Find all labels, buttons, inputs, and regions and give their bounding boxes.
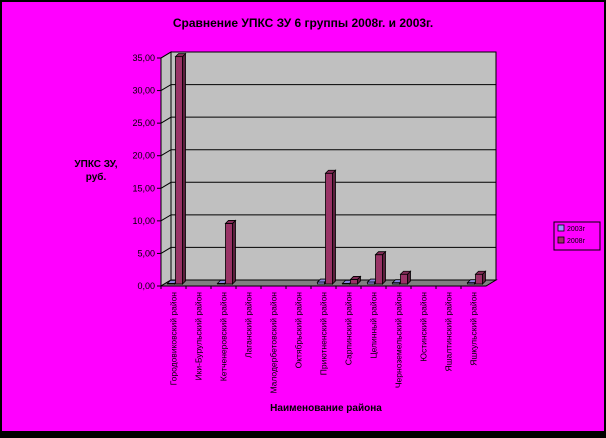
x-axis: Городовиковский район Ики-Бурульский райо…	[160, 286, 479, 394]
y-tick-label: 30,00	[132, 86, 155, 96]
bar	[399, 270, 412, 285]
bar-front	[375, 254, 383, 285]
x-tick-label: Лаганский район	[244, 292, 254, 358]
gridline	[160, 246, 496, 254]
bar-front	[175, 56, 183, 285]
bar-top	[349, 276, 362, 280]
bar-top	[174, 53, 187, 58]
y-axis-label-line-2: руб.	[86, 171, 107, 183]
bar	[349, 275, 362, 285]
x-tick-label: Ики-Бурульский район	[194, 292, 204, 381]
x-tick-label: Октябрьский район	[294, 292, 304, 369]
x-tick-label: Городовиковский район	[169, 292, 179, 386]
bar-front	[400, 273, 408, 285]
gridline	[160, 84, 496, 92]
bar-side	[182, 52, 186, 285]
bar-top	[374, 251, 387, 256]
gridline	[160, 181, 496, 189]
bar-front	[225, 223, 233, 285]
bar-front	[475, 273, 483, 285]
bar-top	[474, 270, 487, 275]
bar	[224, 219, 237, 285]
x-tick-label: Малодербетовский район	[269, 292, 279, 394]
y-axis-label-line-1: УПКС ЗУ,	[74, 159, 117, 170]
bar	[324, 169, 337, 285]
bar-side	[332, 169, 336, 285]
legend-swatch	[557, 224, 565, 232]
gridline	[160, 214, 496, 222]
legend: 2003г 2008г	[553, 221, 601, 251]
y-axis: 0,00 5,00 10,00 15,00 20,00 25,00 30,00 35,00	[132, 53, 486, 291]
gridline	[160, 149, 496, 157]
x-tick-label: Приютненский район	[319, 292, 329, 376]
y-tick-label: 35,00	[132, 53, 155, 63]
y-tick-label: 15,00	[132, 183, 155, 193]
x-axis-label: Наименование района	[270, 403, 382, 414]
bar-top	[399, 270, 412, 275]
x-tick-label: Кетченеровский район	[219, 292, 229, 381]
gridline	[160, 51, 496, 59]
x-tick-label: Черноземельский район	[394, 292, 404, 388]
x-tick-label: Юстинский район	[419, 292, 429, 362]
bar	[474, 270, 487, 285]
x-tick-label: Сарпинский район	[344, 292, 354, 365]
legend-label: 2003г	[567, 226, 586, 233]
y-tick-label: 20,00	[132, 151, 155, 161]
legend-label: 2008г	[567, 238, 586, 245]
bar-side	[232, 219, 236, 285]
y-tick-label: 0,00	[137, 281, 155, 291]
bar-top	[224, 220, 237, 224]
y-tick-label: 25,00	[132, 118, 155, 128]
chart-title: Сравнение УПКС ЗУ 6 группы 2008г. и 2003…	[173, 16, 433, 30]
x-tick-label: Яшалтинский район	[444, 292, 454, 372]
y-tick-label: 10,00	[132, 216, 155, 226]
bar-front	[350, 279, 358, 285]
legend-swatch	[557, 236, 565, 244]
gridline	[160, 116, 496, 124]
bar	[174, 52, 187, 285]
x-tick-label: Яшкульский район	[469, 292, 479, 366]
bar-side	[382, 250, 386, 285]
y-tick-label: 5,00	[137, 248, 155, 258]
bar-top	[324, 169, 337, 174]
x-tick-label: Целинный район	[369, 292, 379, 359]
bar-front	[325, 172, 333, 285]
bar	[374, 250, 387, 285]
plot-area	[159, 51, 498, 287]
